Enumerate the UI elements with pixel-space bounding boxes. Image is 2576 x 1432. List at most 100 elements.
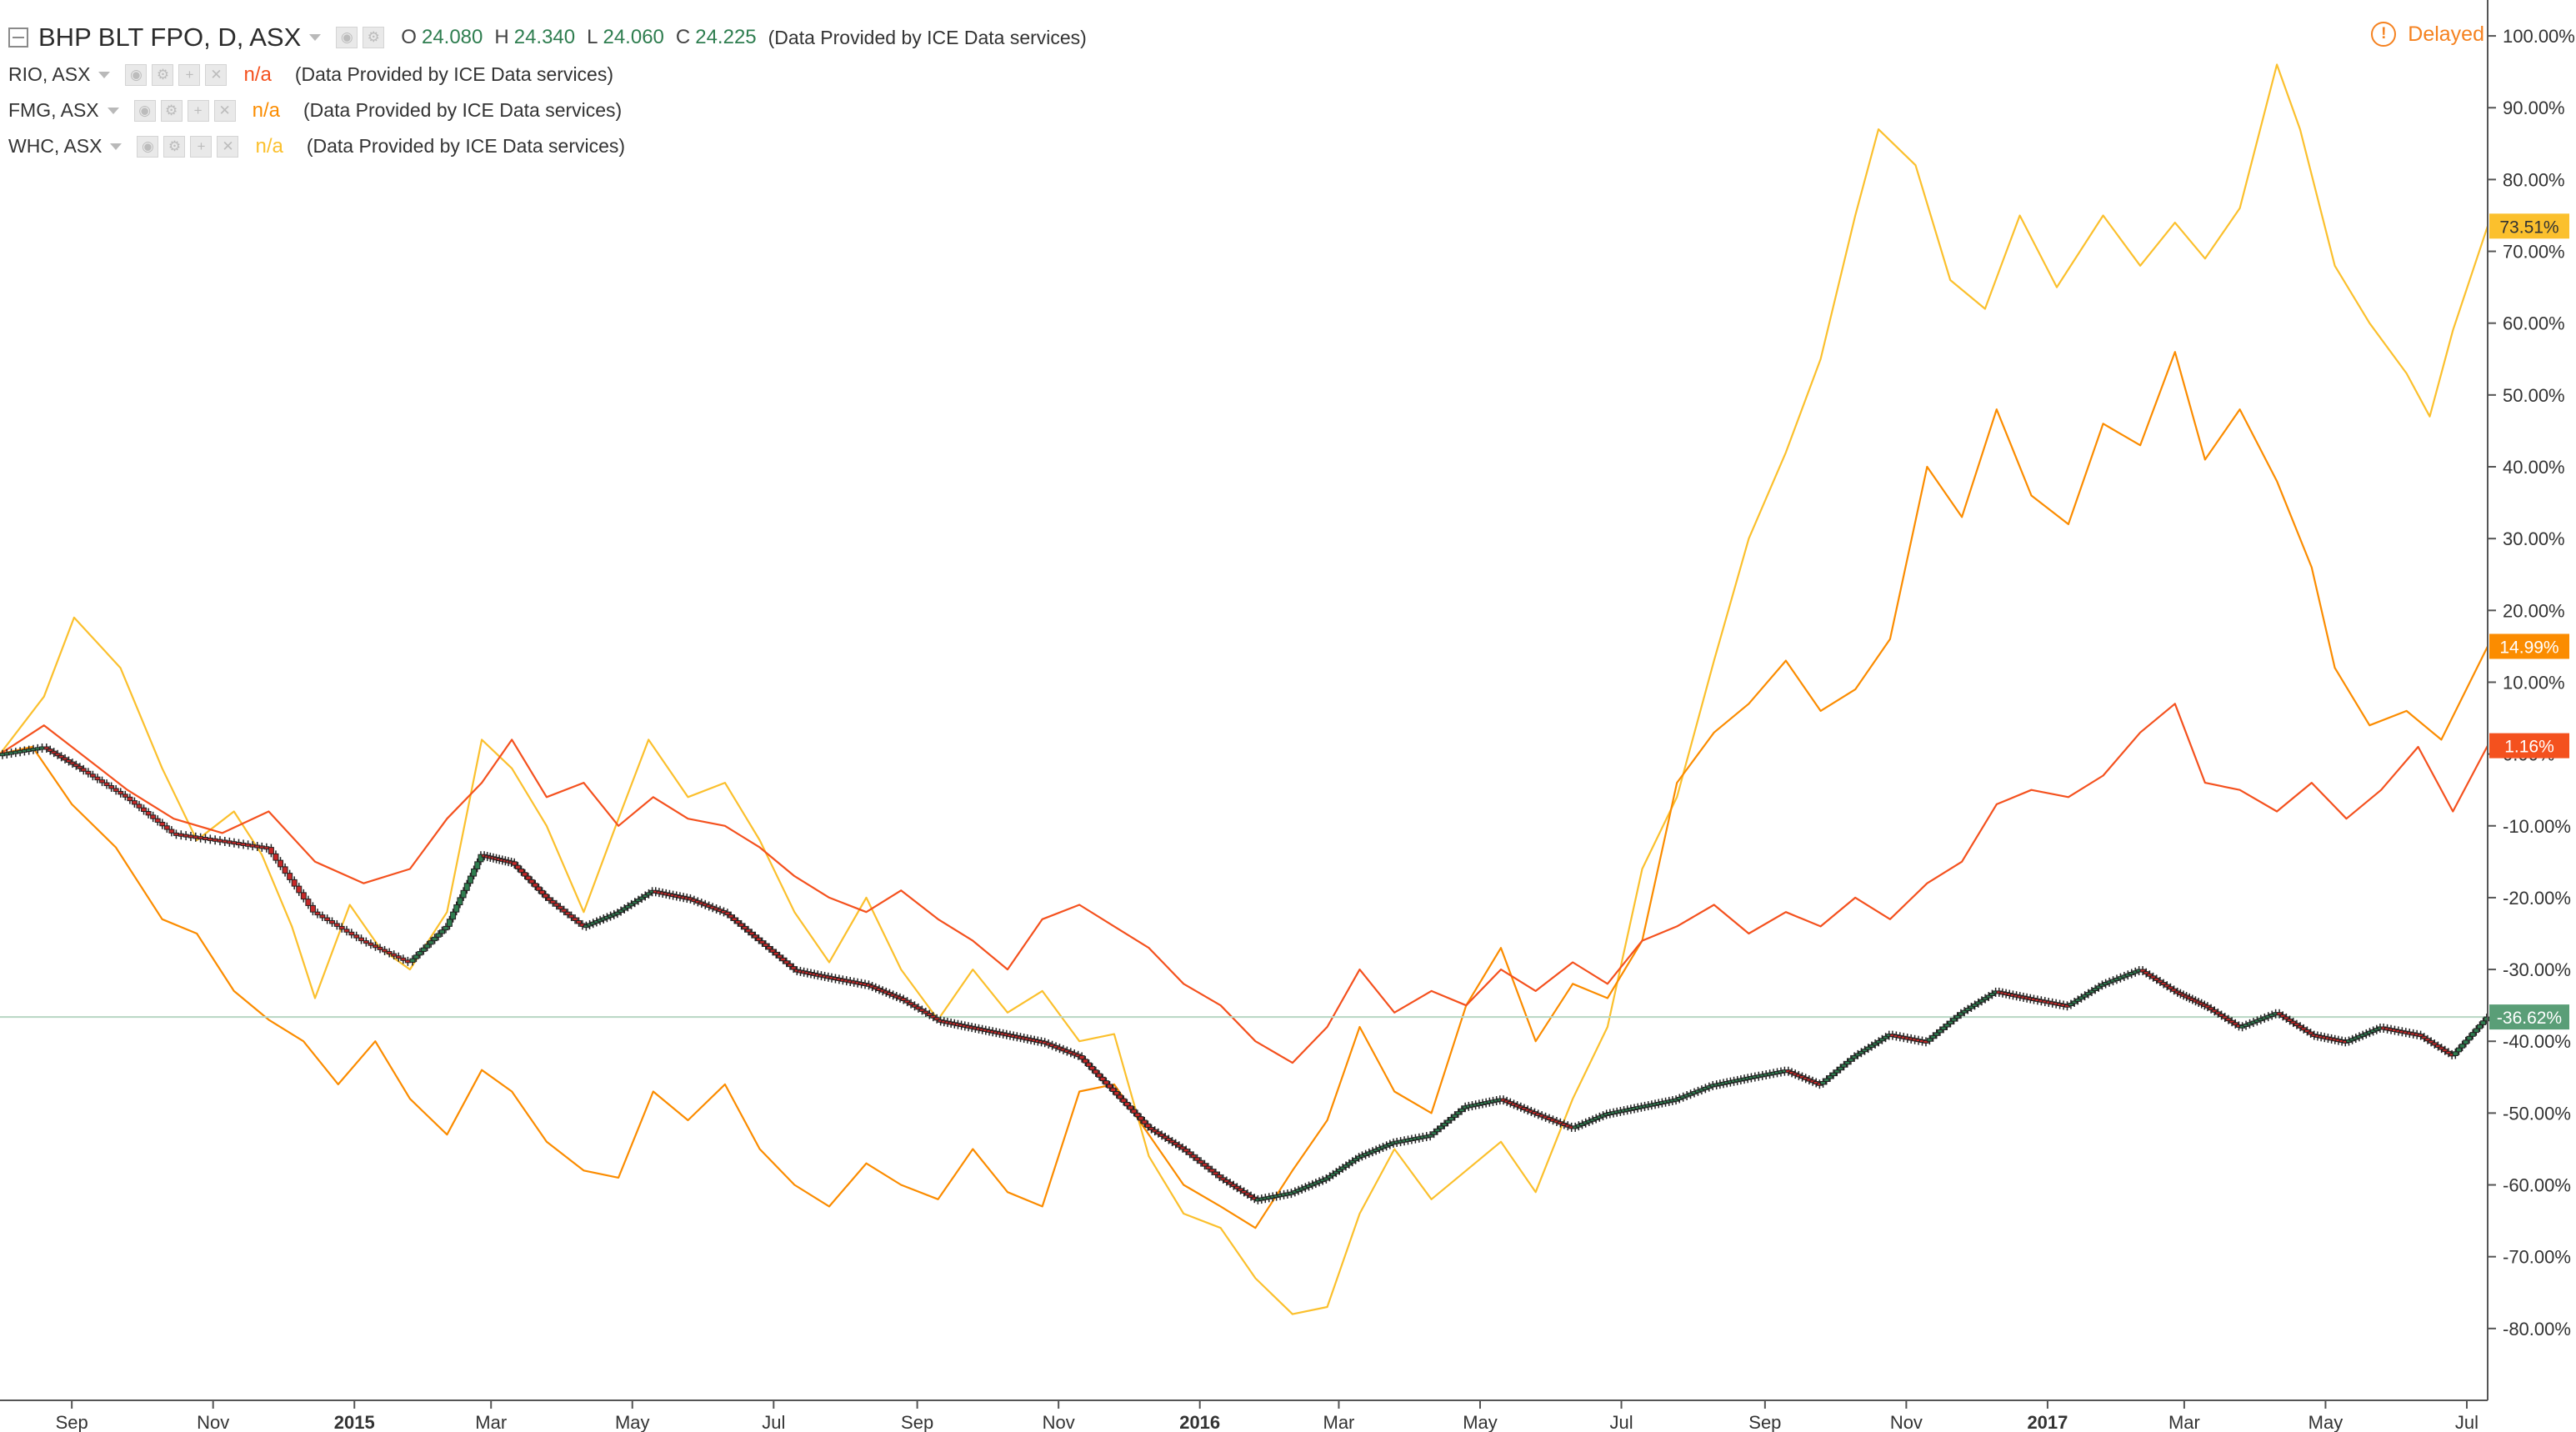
last-value-badge xyxy=(2489,213,2569,239)
eye-icon[interactable]: ◉ xyxy=(125,63,148,86)
candle-body xyxy=(1120,1098,1127,1103)
candle-body xyxy=(2078,996,2084,1000)
chevron-down-icon[interactable] xyxy=(309,34,322,41)
candle-body xyxy=(2143,971,2149,975)
candle-body xyxy=(2222,1015,2228,1019)
candle-body xyxy=(377,946,383,950)
candle-body xyxy=(420,947,427,953)
candle-body xyxy=(1926,1038,1933,1042)
compare-value: n/a xyxy=(243,63,272,86)
candle-body xyxy=(926,1013,933,1017)
chevron-down-icon[interactable] xyxy=(107,107,119,114)
close-icon[interactable]: ✕ xyxy=(217,135,239,158)
x-tick-label: Jul xyxy=(762,1412,785,1432)
candle-body xyxy=(1194,1157,1201,1161)
x-tick-label: May xyxy=(615,1412,650,1432)
candle-body xyxy=(1078,1054,1085,1060)
gear-icon[interactable]: ⚙ xyxy=(363,27,385,48)
series-line-whc[interactable] xyxy=(0,63,2489,1315)
x-tick-label: Jul xyxy=(1609,1412,1633,1432)
candle-body xyxy=(614,911,621,915)
chevron-down-icon[interactable] xyxy=(110,143,123,150)
gear-icon[interactable]: ⚙ xyxy=(163,135,186,158)
x-tick-label: Jul xyxy=(2455,1412,2478,1432)
candle-body xyxy=(923,1010,929,1014)
candle-body xyxy=(1103,1080,1109,1085)
candle-body xyxy=(460,889,467,899)
candle-body xyxy=(618,909,624,914)
compare-symbol-label[interactable]: WHC, ASX xyxy=(8,135,103,157)
candle-body xyxy=(69,761,76,765)
candle-body xyxy=(474,861,481,869)
candle-body xyxy=(54,753,61,757)
candle-body xyxy=(2283,1016,2289,1020)
candle-body xyxy=(1093,1069,1099,1074)
candle-body xyxy=(1964,1008,1971,1012)
compare-symbol-label[interactable]: FMG, ASX xyxy=(8,99,99,121)
candle-body xyxy=(1961,1009,1968,1014)
chevron-down-icon[interactable] xyxy=(98,71,111,78)
close-icon[interactable]: ✕ xyxy=(205,63,228,86)
candle-body xyxy=(1972,1003,1978,1007)
candle-body xyxy=(103,782,110,787)
plus-icon[interactable]: + xyxy=(178,63,201,86)
candle-body xyxy=(1427,1134,1433,1138)
ohlc-low-key: L xyxy=(587,26,598,48)
candle-body xyxy=(1875,1039,1882,1044)
eye-icon[interactable]: ◉ xyxy=(336,27,358,48)
candle-body xyxy=(561,909,568,913)
candle-body xyxy=(632,900,638,904)
collapse-icon[interactable] xyxy=(8,28,28,48)
plus-icon[interactable]: + xyxy=(190,135,213,158)
plus-icon[interactable]: + xyxy=(187,99,209,122)
candle-body xyxy=(2442,1049,2448,1053)
candle-body xyxy=(150,814,157,819)
candle-body xyxy=(127,796,133,802)
candle-body xyxy=(1128,1105,1134,1110)
eye-icon[interactable]: ◉ xyxy=(137,135,159,158)
candle-body xyxy=(391,953,398,957)
y-tick-label: -50.00% xyxy=(2503,1103,2571,1124)
candle-body xyxy=(2211,1009,2218,1013)
eye-icon[interactable]: ◉ xyxy=(133,99,156,122)
candle-body xyxy=(296,885,303,894)
compare-symbol-label[interactable]: RIO, ASX xyxy=(8,63,91,85)
candle-body xyxy=(918,1008,925,1012)
candle-body xyxy=(457,897,463,906)
candle-body xyxy=(2139,969,2146,973)
candle-body xyxy=(2228,1019,2235,1024)
candle-body xyxy=(145,811,152,816)
candle-body xyxy=(159,821,166,827)
candle-body xyxy=(400,957,407,961)
candle-body xyxy=(268,847,274,854)
candle-body xyxy=(435,933,442,938)
candle-body xyxy=(1086,1062,1093,1067)
close-icon[interactable]: ✕ xyxy=(213,99,236,122)
candle-body xyxy=(1117,1094,1123,1099)
series-line-rio[interactable] xyxy=(0,703,2488,1064)
candle-body xyxy=(1099,1076,1106,1082)
last-value-badge xyxy=(2489,1004,2569,1030)
main-series-candles[interactable] xyxy=(0,744,2490,1204)
delayed-status[interactable]: ! Delayed xyxy=(2371,22,2484,47)
candle-body xyxy=(409,958,416,963)
candle-body xyxy=(2082,994,2088,998)
main-symbol-label[interactable]: BHP BLT FPO, D, ASX xyxy=(38,23,302,52)
y-tick-label: -70.00% xyxy=(2503,1247,2571,1268)
delayed-label: Delayed xyxy=(2408,22,2484,46)
series-line-fmg[interactable] xyxy=(0,351,2488,1229)
candle-body xyxy=(324,917,331,921)
candle-body xyxy=(2480,1020,2487,1025)
ohlc-close-value: 24.225 xyxy=(695,26,757,48)
legend-compare-rio: RIO, ASX ◉ ⚙ + ✕ n/a (Data Provided by I… xyxy=(8,57,1087,93)
gear-icon[interactable]: ⚙ xyxy=(160,99,183,122)
candle-body xyxy=(273,853,279,861)
x-tick-label: 2015 xyxy=(334,1412,375,1432)
candle-body xyxy=(1841,1064,1848,1068)
candle-body xyxy=(2473,1028,2479,1034)
candle-body xyxy=(2276,1012,2283,1016)
gear-icon[interactable]: ⚙ xyxy=(152,63,174,86)
candle-body xyxy=(136,804,143,809)
last-value-badge xyxy=(2489,733,2569,759)
